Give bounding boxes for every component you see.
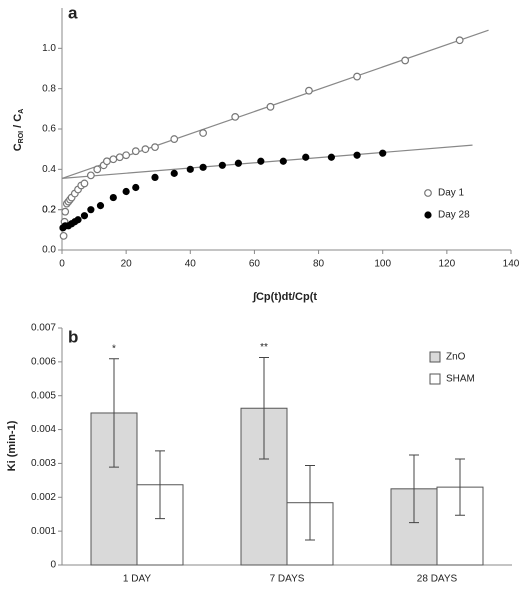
legend-label: SHAM	[446, 374, 475, 385]
point	[122, 151, 131, 160]
x-axis-label: ∫Cp(t)dt/Cp(t	[252, 291, 317, 303]
significance: *	[112, 343, 116, 354]
y-label-part: / C	[12, 114, 24, 131]
point	[151, 143, 159, 152]
point	[141, 145, 150, 154]
legend-swatch	[429, 351, 441, 363]
y-tick-label: 0.2	[42, 204, 56, 215]
point	[401, 56, 410, 65]
x-tick-label: 1 DAY	[123, 574, 151, 585]
point	[231, 112, 240, 121]
fit-line	[61, 144, 473, 180]
point	[80, 212, 89, 220]
point	[279, 157, 287, 165]
point	[74, 216, 82, 224]
point	[353, 72, 361, 81]
y-tick-label: 0.004	[31, 424, 56, 435]
y-tick-label: 0.005	[31, 390, 56, 401]
error-bar	[259, 356, 269, 460]
point	[199, 129, 208, 137]
x-tick-label: 28 DAYS	[417, 574, 458, 585]
y-tick-label: 0.003	[31, 458, 56, 469]
point	[379, 149, 387, 157]
panel-label: b	[68, 327, 78, 346]
point	[218, 161, 226, 169]
point	[266, 102, 275, 111]
point	[170, 135, 179, 143]
panel-label: a	[68, 3, 78, 22]
y-tick-label: 0	[50, 560, 56, 571]
point	[257, 157, 265, 165]
x-tick-label: 140	[503, 259, 520, 270]
legend-swatch	[429, 373, 441, 385]
x-tick-label: 120	[439, 259, 456, 270]
point	[131, 147, 140, 156]
y-label-part: ROI	[18, 131, 25, 144]
y-tick-label: 0.2	[42, 204, 56, 215]
x-tick-label: 0	[59, 259, 65, 270]
error-bar	[109, 358, 119, 468]
point	[102, 157, 111, 166]
point	[109, 155, 118, 164]
point	[186, 165, 194, 173]
legend-marker	[424, 189, 432, 197]
y-tick-label: 1.0	[42, 43, 56, 54]
point	[80, 179, 89, 188]
y-tick-label: 0.0	[42, 245, 56, 256]
x-tick-label: 60	[249, 259, 261, 270]
point	[327, 153, 335, 161]
y-tick-label: 0.4	[42, 164, 56, 175]
y-tick-label: 0.007	[31, 323, 56, 334]
point	[199, 163, 207, 171]
y-axis-label: Ki (min-1)	[6, 420, 18, 471]
point	[305, 86, 313, 95]
point	[115, 153, 124, 162]
point	[151, 173, 159, 181]
error-bar	[155, 450, 165, 520]
point	[122, 187, 130, 196]
y-tick-label: 0.6	[42, 124, 56, 135]
legend-label: ZnO	[446, 352, 466, 363]
point	[61, 207, 70, 216]
point	[132, 183, 140, 192]
error-bar	[455, 458, 465, 516]
error-bar	[305, 464, 315, 541]
y-tick-label: 0.002	[31, 492, 56, 503]
point	[96, 202, 105, 210]
x-tick-label: 80	[313, 259, 325, 270]
point	[455, 36, 464, 45]
legend-label: Day 1	[438, 188, 465, 199]
x-tick-label: 40	[185, 259, 197, 270]
y-tick-label: 0.8	[42, 83, 56, 94]
y-label-part: A	[18, 109, 25, 114]
significance: **	[260, 342, 268, 353]
point	[109, 193, 117, 202]
x-tick-label: 7 DAYS	[270, 574, 305, 585]
y-label-part: C	[12, 143, 24, 151]
point	[234, 159, 242, 167]
point	[87, 206, 95, 214]
legend-marker	[424, 211, 432, 219]
error-bar	[409, 454, 419, 524]
y-tick-label: 0.001	[31, 526, 56, 537]
point	[93, 165, 102, 174]
x-tick-label: 20	[121, 259, 133, 270]
x-tick-label: 100	[374, 259, 391, 270]
point	[353, 151, 361, 159]
y-axis-label: CROI / CA	[12, 109, 25, 152]
point	[86, 171, 95, 180]
point	[302, 153, 310, 161]
y-tick-label: 0.006	[31, 356, 56, 367]
legend-label: Day 28	[438, 210, 470, 221]
point	[170, 169, 178, 177]
point	[59, 231, 68, 240]
